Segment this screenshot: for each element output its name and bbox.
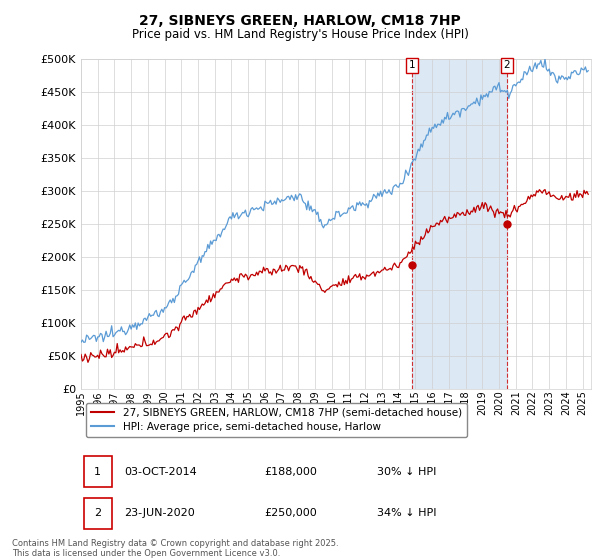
Legend: 27, SIBNEYS GREEN, HARLOW, CM18 7HP (semi-detached house), HPI: Average price, s: 27, SIBNEYS GREEN, HARLOW, CM18 7HP (sem… [86, 403, 467, 437]
Text: Price paid vs. HM Land Registry's House Price Index (HPI): Price paid vs. HM Land Registry's House … [131, 28, 469, 41]
Text: 2: 2 [504, 60, 511, 70]
Text: 1: 1 [94, 466, 101, 477]
Text: 03-OCT-2014: 03-OCT-2014 [124, 466, 197, 477]
Text: 30% ↓ HPI: 30% ↓ HPI [377, 466, 436, 477]
Bar [412, 59, 507, 389]
Bar [83, 498, 112, 529]
Text: 27, SIBNEYS GREEN, HARLOW, CM18 7HP: 27, SIBNEYS GREEN, HARLOW, CM18 7HP [139, 14, 461, 28]
Text: 23-JUN-2020: 23-JUN-2020 [124, 508, 195, 519]
Bar [83, 456, 112, 487]
Text: 34% ↓ HPI: 34% ↓ HPI [377, 508, 436, 519]
Text: Contains HM Land Registry data © Crown copyright and database right 2025.
This d: Contains HM Land Registry data © Crown c… [12, 539, 338, 558]
Text: £250,000: £250,000 [265, 508, 317, 519]
Text: 2: 2 [94, 508, 101, 519]
Text: 1: 1 [409, 60, 415, 70]
Text: £188,000: £188,000 [265, 466, 317, 477]
